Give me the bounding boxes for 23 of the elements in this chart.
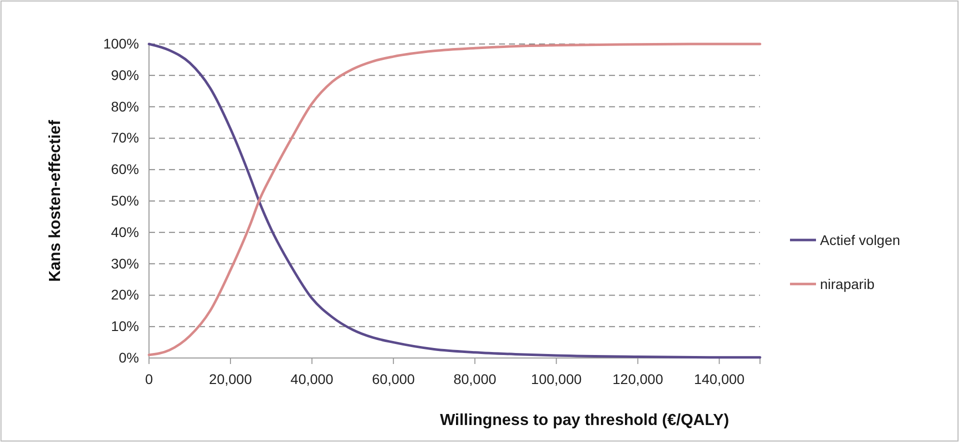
x-axis-title: Willingness to pay threshold (€/QALY) <box>440 412 730 429</box>
x-tick-label: 0 <box>145 370 154 387</box>
y-tick-label: 30% <box>110 255 139 272</box>
y-tick-label: 100% <box>103 35 139 52</box>
y-tick-label: 80% <box>110 98 139 114</box>
legend-label: Actief volgen <box>820 232 900 248</box>
x-tick-label: 120,000 <box>612 370 664 387</box>
y-tick-label: 40% <box>110 224 139 240</box>
y-axis-title: Kans kosten-effectief <box>47 119 64 282</box>
x-tick-label: 60,000 <box>372 370 416 387</box>
x-tick-label: 100,000 <box>531 370 582 387</box>
legend-label: niraparib <box>820 276 875 292</box>
y-tick-label: 10% <box>110 318 139 334</box>
x-tick-label: 140,000 <box>694 370 745 387</box>
y-tick-label: 90% <box>110 66 139 83</box>
y-tick-label: 60% <box>110 161 139 178</box>
y-tick-label: 0% <box>118 349 139 366</box>
x-tick-label: 80,000 <box>453 370 496 387</box>
x-tick-label: 20,000 <box>209 370 252 387</box>
y-tick-label: 70% <box>110 130 139 146</box>
y-tick-label: 20% <box>110 286 139 303</box>
x-tick-label: 40,000 <box>290 370 334 387</box>
y-tick-label: 50% <box>110 192 139 208</box>
